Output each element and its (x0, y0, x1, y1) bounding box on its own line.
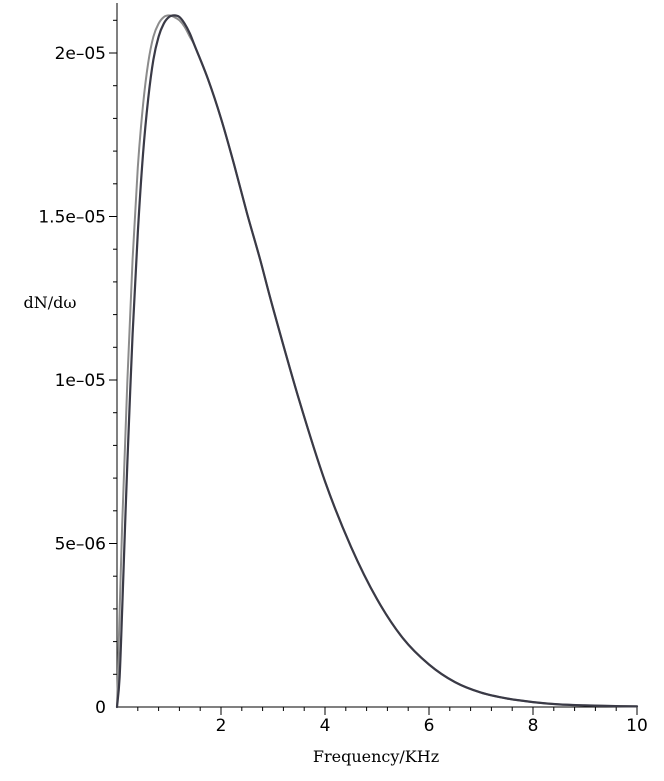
y-tick-label: 0 (95, 698, 106, 718)
series-line-1 (116, 14, 638, 708)
axes (116, 3, 637, 708)
y-axis-title: dN/dω (24, 293, 77, 312)
x-tick-label: 10 (626, 716, 648, 736)
series-line-2 (115, 14, 639, 709)
y-tick-label: 1e–05 (55, 371, 106, 391)
x-tick-label: 2 (216, 716, 227, 736)
x-tick-label: 4 (320, 716, 331, 736)
y-tick-label: 1.5e–05 (38, 208, 106, 228)
y-ticks: 0 5e–06 1e–05 1.5e–05 2e–05 (38, 19, 117, 718)
y-tick-label: 5e–06 (55, 535, 106, 555)
y-tick-label: 2e–05 (55, 44, 106, 64)
series-group (115, 14, 639, 709)
x-tick-label: 8 (528, 716, 539, 736)
x-tick-label: 6 (424, 716, 435, 736)
x-axis-title: Frequency/KHz (313, 747, 439, 766)
x-ticks: 2 4 6 8 10 (137, 707, 648, 736)
